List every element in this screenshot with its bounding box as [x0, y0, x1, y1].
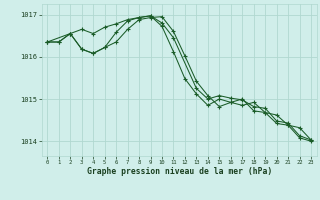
- X-axis label: Graphe pression niveau de la mer (hPa): Graphe pression niveau de la mer (hPa): [87, 167, 272, 176]
